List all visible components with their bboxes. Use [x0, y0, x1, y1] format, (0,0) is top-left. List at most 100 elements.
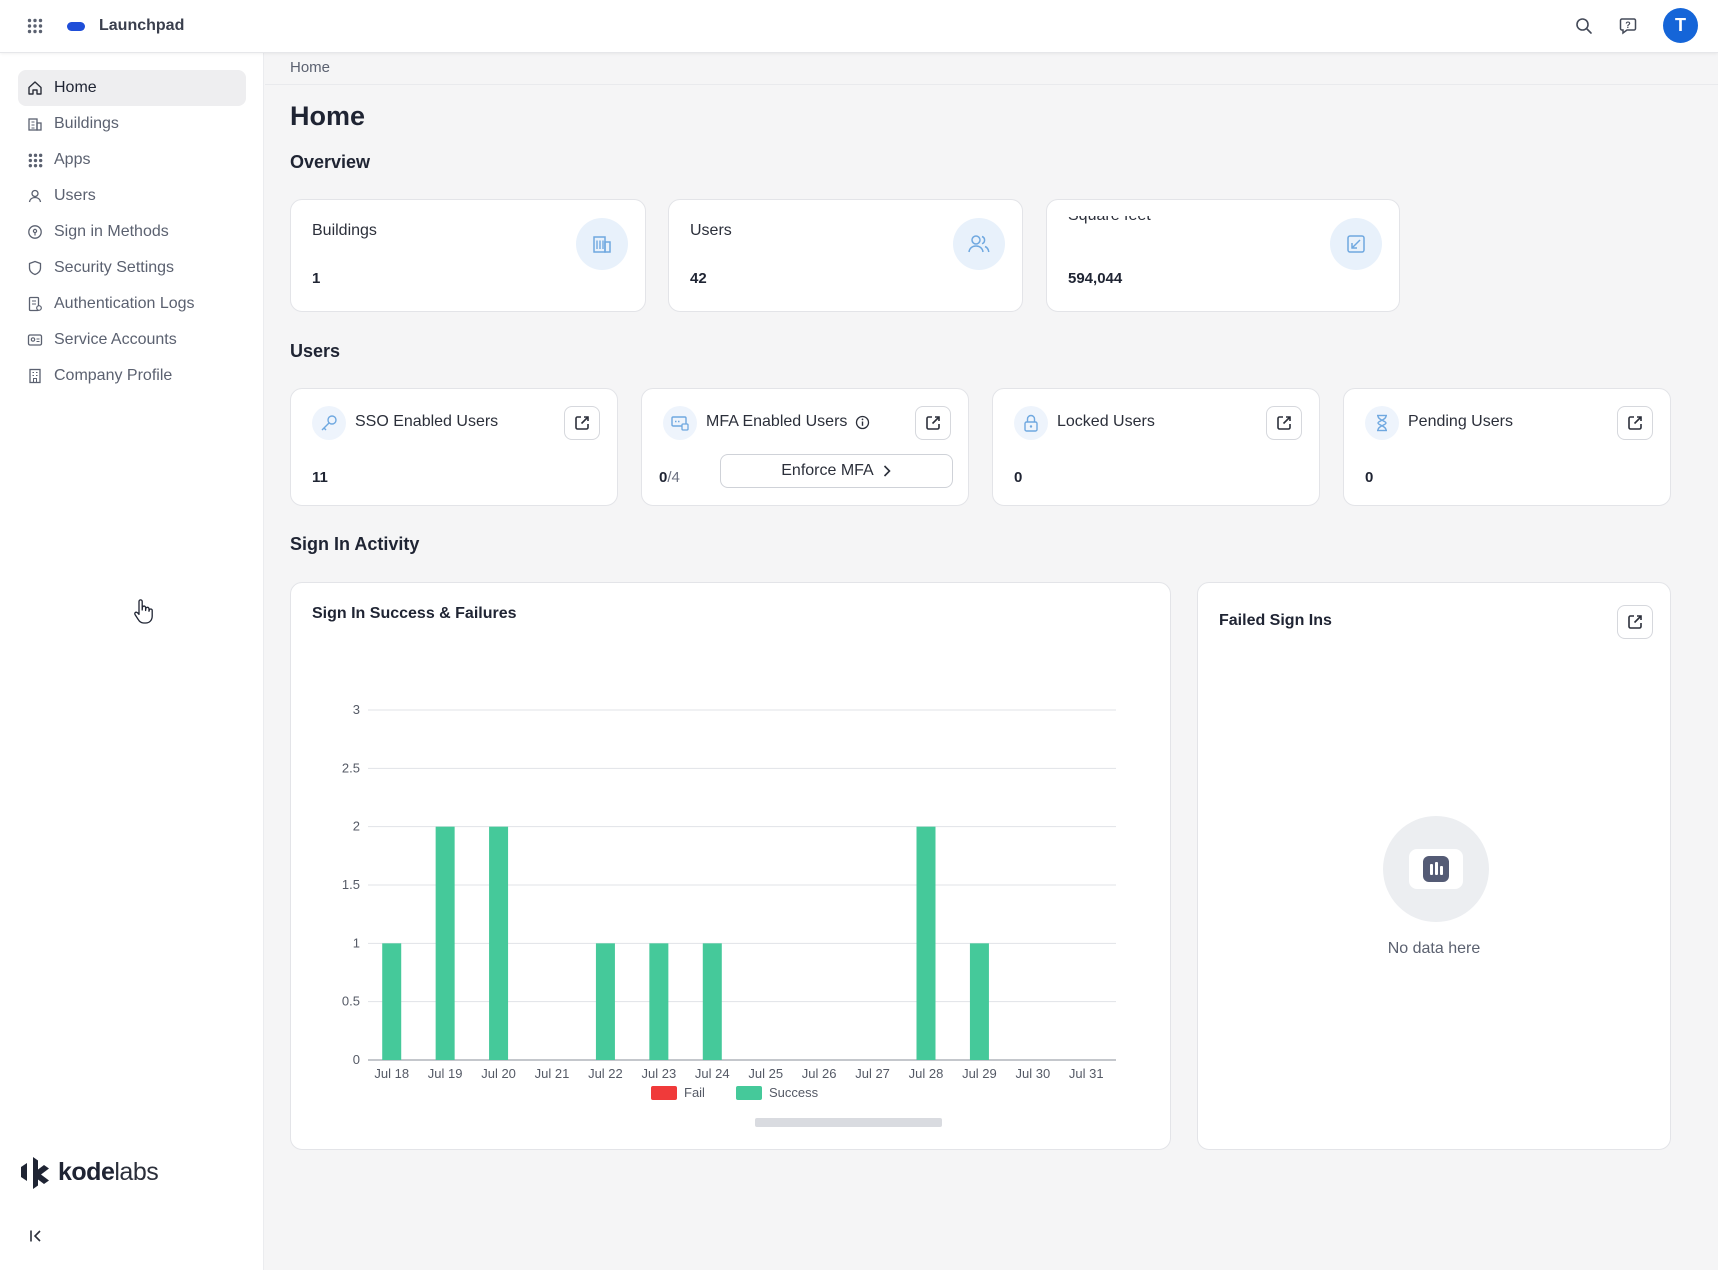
external-link-icon[interactable]	[915, 406, 951, 440]
enforce-mfa-button[interactable]: Enforce MFA	[720, 454, 953, 488]
bar-success	[702, 943, 722, 1060]
sidebar-item-label: Users	[54, 187, 96, 204]
log-icon	[26, 295, 44, 313]
chart-icon	[1423, 856, 1449, 882]
sidebar-nav: Home Buildings Apps Users Sign in Method…	[18, 70, 246, 394]
svg-text:?: ?	[1625, 20, 1631, 30]
chart-title: Sign In Success & Failures	[312, 605, 517, 622]
sidebar: Home Buildings Apps Users Sign in Method…	[0, 53, 264, 1270]
breadcrumb-bar: Home	[265, 53, 1718, 85]
user-card-label: MFA Enabled Users	[706, 413, 870, 431]
hand-cursor-icon	[132, 598, 154, 631]
sidebar-item-label: Security Settings	[54, 259, 175, 276]
sidebar-item-buildings[interactable]: Buildings	[18, 106, 246, 142]
building-icon	[26, 115, 44, 133]
building-icon	[576, 218, 628, 270]
service-account-icon	[26, 331, 44, 349]
sign-in-method-icon	[26, 223, 44, 241]
external-link-icon[interactable]	[1266, 406, 1302, 440]
legend-label: Fail	[684, 1085, 705, 1100]
sidebar-item-apps[interactable]: Apps	[18, 142, 246, 178]
legend-label: Success	[769, 1085, 819, 1100]
sidebar-item-authentication-logs[interactable]: Authentication Logs	[18, 286, 246, 322]
y-tick-label: 3	[353, 702, 360, 717]
overview-card-square-feet: Square feet 594,044	[1046, 199, 1400, 312]
x-tick-label: Jul 19	[428, 1066, 463, 1081]
sidebar-item-users[interactable]: Users	[18, 178, 246, 214]
enforce-mfa-label: Enforce MFA	[781, 462, 874, 479]
x-tick-label: Jul 20	[481, 1066, 516, 1081]
info-icon[interactable]	[855, 415, 870, 430]
bar-success	[489, 826, 509, 1060]
overview-card-label: Buildings	[312, 222, 377, 239]
user-card-locked: Locked Users 0	[992, 388, 1320, 506]
external-link-icon[interactable]	[1617, 605, 1653, 639]
app-title[interactable]: Launchpad	[99, 17, 185, 34]
sidebar-item-home[interactable]: Home	[18, 70, 246, 106]
x-tick-label: Jul 18	[374, 1066, 409, 1081]
sidebar-item-service-accounts[interactable]: Service Accounts	[18, 322, 246, 358]
mfa-label-text: MFA Enabled Users	[706, 413, 848, 430]
hourglass-icon	[1365, 406, 1399, 440]
sidebar-item-company-profile[interactable]: Company Profile	[18, 358, 246, 394]
apps-grid-icon	[26, 151, 44, 169]
x-tick-label: Jul 28	[909, 1066, 944, 1081]
sidebar-item-security-settings[interactable]: Security Settings	[18, 250, 246, 286]
bar-success	[969, 943, 989, 1060]
sidebar-item-label: Sign in Methods	[54, 223, 169, 240]
collapse-sidebar-icon[interactable]	[24, 1224, 48, 1248]
user-icon	[26, 187, 44, 205]
x-tick-label: Jul 31	[1069, 1066, 1104, 1081]
chart-scrollbar[interactable]	[755, 1118, 942, 1127]
brand-logo-icon	[67, 21, 85, 31]
y-tick-label: 0.5	[342, 994, 360, 1009]
overview-card-value: 1	[312, 270, 321, 287]
user-card-value: 0	[1365, 469, 1374, 486]
help-chat-icon[interactable]: ?	[1615, 13, 1641, 39]
x-tick-label: Jul 30	[1016, 1066, 1051, 1081]
app-launcher-icon[interactable]	[17, 8, 53, 44]
user-card-value: 11	[312, 469, 328, 486]
company-icon	[26, 367, 44, 385]
x-tick-label: Jul 25	[748, 1066, 783, 1081]
overview-card-label-text: Square feet	[1068, 216, 1151, 226]
search-icon[interactable]	[1571, 13, 1597, 39]
overview-section-title: Overview	[290, 152, 371, 172]
home-icon	[26, 79, 44, 97]
empty-state-illustration	[1383, 816, 1489, 922]
bar-success	[595, 943, 615, 1060]
breadcrumb[interactable]: Home	[290, 59, 331, 76]
kodelabs-logo-icon	[21, 1157, 49, 1189]
user-card-mfa: MFA Enabled Users 0/4 Enforce MFA	[641, 388, 969, 506]
user-avatar[interactable]: T	[1663, 8, 1698, 43]
empty-state-text: No data here	[1387, 940, 1481, 957]
user-card-value: 0	[1014, 469, 1023, 486]
user-card-label: Pending Users	[1408, 413, 1513, 430]
logo-text-bold: kode	[58, 1157, 115, 1186]
sidebar-item-sign-in-methods[interactable]: Sign in Methods	[18, 214, 246, 250]
y-tick-label: 1.5	[342, 877, 360, 892]
y-tick-label: 2	[353, 819, 360, 834]
mfa-device-icon	[663, 406, 697, 440]
y-tick-label: 0	[353, 1052, 360, 1067]
key-icon	[312, 406, 346, 440]
failed-sign-ins-title: Failed Sign Ins	[1219, 612, 1332, 629]
y-tick-label: 2.5	[342, 760, 360, 775]
x-tick-label: Jul 29	[962, 1066, 997, 1081]
legend-swatch-fail	[651, 1086, 677, 1100]
user-card-sso: SSO Enabled Users 11	[290, 388, 618, 506]
x-tick-label: Jul 26	[802, 1066, 837, 1081]
overview-card-label: Square feet	[1068, 216, 1151, 226]
external-link-icon[interactable]	[564, 406, 600, 440]
bar-success	[382, 943, 402, 1060]
logo-text-rest: labs	[114, 1157, 159, 1186]
mfa-numerator: 0	[659, 469, 668, 486]
x-tick-label: Jul 22	[588, 1066, 623, 1081]
user-card-label: SSO Enabled Users	[355, 413, 499, 430]
overview-card-users: Users 42	[668, 199, 1023, 312]
external-link-icon[interactable]	[1617, 406, 1653, 440]
top-bar: Launchpad ? T	[0, 0, 1718, 53]
users-section-title: Users	[290, 341, 341, 361]
bar-success	[916, 826, 936, 1060]
legend-swatch-success	[736, 1086, 762, 1100]
